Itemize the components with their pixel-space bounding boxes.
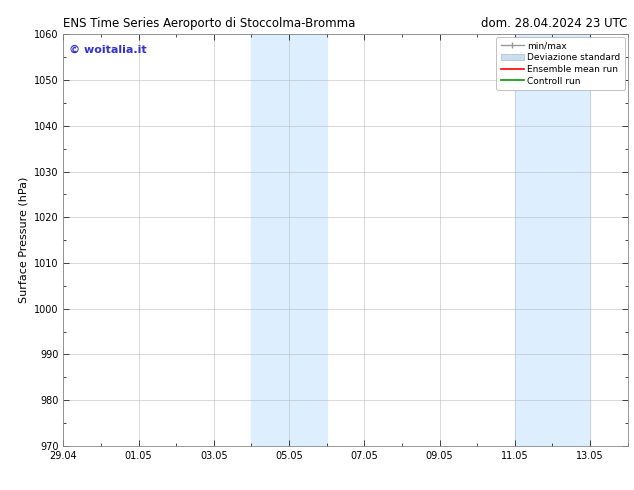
Title: ENS Time Series Aeroporto di Stoccolma-Bromma      dom. 28.04.2024 23 UTC: ENS Time Series Aeroporto di Stoccolma-B… [0,489,1,490]
Y-axis label: Surface Pressure (hPa): Surface Pressure (hPa) [18,177,29,303]
Text: dom. 28.04.2024 23 UTC: dom. 28.04.2024 23 UTC [481,17,628,30]
Text: ENS Time Series Aeroporto di Stoccolma-Bromma: ENS Time Series Aeroporto di Stoccolma-B… [63,17,356,30]
Bar [515,34,590,446]
Text: © woitalia.it: © woitalia.it [69,45,146,54]
Legend: min/max, Deviazione standard, Ensemble mean run, Controll run: min/max, Deviazione standard, Ensemble m… [496,37,625,90]
Bar [252,34,327,446]
